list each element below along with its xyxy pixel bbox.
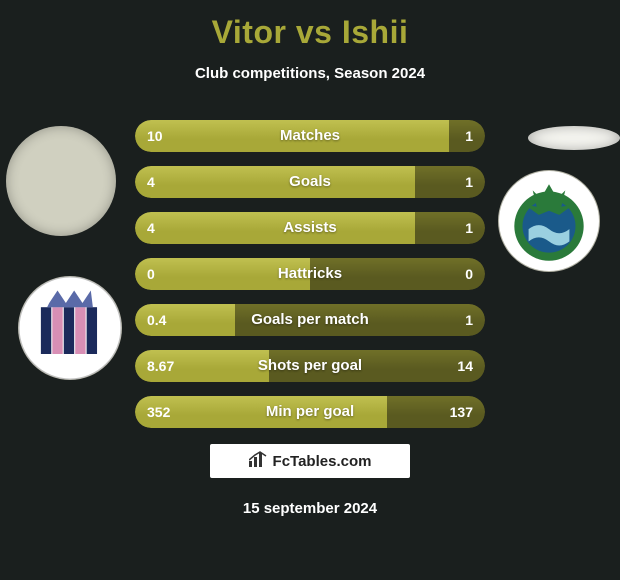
stat-value-right: 1 bbox=[465, 166, 473, 198]
bar-right bbox=[269, 350, 485, 382]
stat-row: 8.6714Shots per goal bbox=[135, 350, 485, 382]
player-left-avatar bbox=[6, 126, 116, 236]
stat-value-right: 137 bbox=[450, 396, 473, 428]
chart-icon bbox=[249, 451, 267, 472]
player-right-avatar bbox=[528, 126, 620, 150]
stat-value-left: 8.67 bbox=[147, 350, 174, 382]
bar-right bbox=[310, 258, 485, 290]
stat-value-right: 0 bbox=[465, 258, 473, 290]
stat-value-left: 0 bbox=[147, 258, 155, 290]
branding-text: FcTables.com bbox=[273, 453, 372, 470]
stat-value-right: 1 bbox=[465, 120, 473, 152]
crest-right-svg bbox=[498, 170, 600, 272]
club-crest-left bbox=[18, 276, 122, 380]
page-title: Vitor vs Ishii bbox=[0, 0, 620, 51]
date-label: 15 september 2024 bbox=[0, 500, 620, 517]
bar-left bbox=[135, 212, 415, 244]
club-crest-right bbox=[498, 170, 600, 272]
stat-value-right: 14 bbox=[457, 350, 473, 382]
stat-value-left: 10 bbox=[147, 120, 163, 152]
stat-row: 41Goals bbox=[135, 166, 485, 198]
stat-row: 41Assists bbox=[135, 212, 485, 244]
crest-left-svg bbox=[18, 276, 122, 380]
stat-value-left: 4 bbox=[147, 212, 155, 244]
stat-value-left: 0.4 bbox=[147, 304, 166, 336]
stat-row: 00Hattricks bbox=[135, 258, 485, 290]
bar-left bbox=[135, 396, 387, 428]
bar-left bbox=[135, 258, 310, 290]
bar-right bbox=[235, 304, 485, 336]
bar-left bbox=[135, 166, 415, 198]
stat-row: 0.41Goals per match bbox=[135, 304, 485, 336]
stat-row: 352137Min per goal bbox=[135, 396, 485, 428]
stat-row: 101Matches bbox=[135, 120, 485, 152]
stat-value-left: 352 bbox=[147, 396, 170, 428]
comparison-chart: 101Matches41Goals41Assists00Hattricks0.4… bbox=[135, 120, 485, 442]
stat-value-right: 1 bbox=[465, 304, 473, 336]
bar-left bbox=[135, 120, 449, 152]
branding-badge: FcTables.com bbox=[210, 444, 410, 478]
stat-value-right: 1 bbox=[465, 212, 473, 244]
bar-right bbox=[415, 166, 485, 198]
bar-right bbox=[415, 212, 485, 244]
subtitle: Club competitions, Season 2024 bbox=[0, 65, 620, 82]
stat-value-left: 4 bbox=[147, 166, 155, 198]
